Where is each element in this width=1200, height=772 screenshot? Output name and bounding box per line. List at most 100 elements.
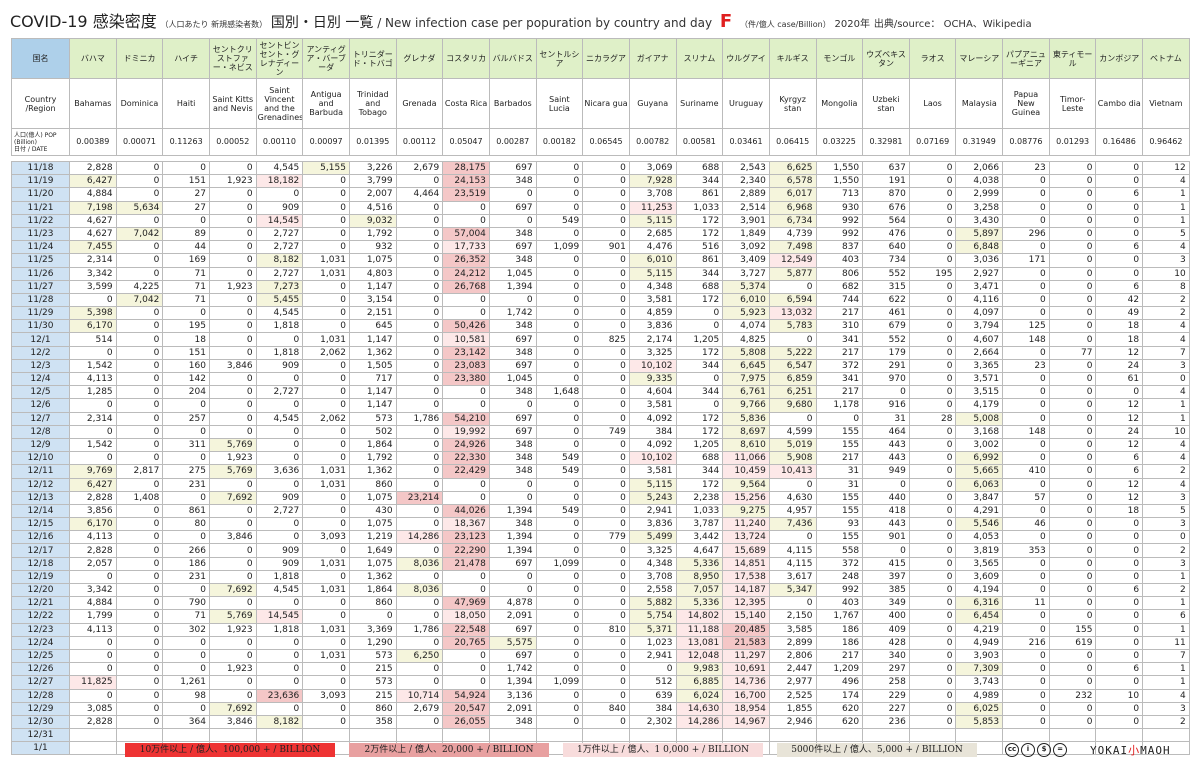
data-cell: 297 — [862, 662, 910, 677]
data-cell: 0 — [1002, 411, 1050, 426]
data-cell: 12 — [1095, 411, 1144, 426]
date-cell: 11/19 — [11, 174, 70, 189]
data-cell: 15,256 — [722, 490, 770, 505]
data-cell: 1,818 — [255, 569, 304, 585]
date-cell: 12/31 — [11, 728, 70, 743]
date-cell: 12/28 — [11, 688, 70, 703]
data-cell: 0 — [69, 648, 117, 664]
data-cell: 2,091 — [488, 609, 537, 624]
data-cell: 11,240 — [722, 517, 770, 532]
data-cell: 0 — [1048, 662, 1097, 677]
data-cell: 1,205 — [675, 332, 724, 347]
date-cell: 11/25 — [11, 253, 70, 268]
data-cell: 0 — [768, 530, 817, 545]
data-cell: 348 — [488, 714, 537, 730]
data-cell: 24,926 — [442, 437, 490, 453]
data-cell: 0 — [908, 464, 957, 479]
country-pop: 0.00112 — [395, 128, 444, 156]
data-cell: 0 — [302, 517, 350, 532]
data-cell: 4,092 — [628, 437, 677, 453]
data-cell: 1,075 — [348, 517, 397, 532]
date-cell: 12/23 — [11, 622, 70, 637]
data-cell: 1,219 — [348, 530, 397, 545]
data-cell: 0 — [908, 358, 957, 374]
data-cell: 0 — [302, 503, 350, 519]
header-row-jp: 国名 バハマ ドミニカ ハイチ セントクリストファー・ネビス セントビンセント・グレナディ… — [11, 38, 1190, 79]
data-cell: 0 — [908, 306, 957, 321]
data-cell: 364 — [162, 714, 210, 730]
data-cell: 0 — [908, 648, 957, 664]
date-cell: 12/7 — [11, 411, 70, 426]
data-cell: 6,010 — [628, 253, 677, 268]
data-cell: 3,819 — [955, 543, 1004, 558]
data-cell: 2,007 — [348, 187, 397, 202]
data-cell: 10 — [1142, 424, 1190, 439]
data-cell: 155 — [815, 437, 864, 453]
data-cell: 6,010 — [722, 292, 770, 308]
data-cell: 1,031 — [302, 582, 350, 598]
data-cell: 697 — [488, 424, 537, 439]
data-cell: 2,685 — [628, 226, 677, 242]
data-cell: 0 — [115, 596, 164, 611]
data-cell: 7,042 — [115, 292, 164, 308]
data-cell: 341 — [815, 332, 864, 347]
data-cell: 0 — [582, 213, 630, 228]
data-cell: 49 — [1095, 306, 1144, 321]
data-cell: 2 — [1142, 292, 1190, 308]
data-cell: 2,927 — [955, 266, 1004, 281]
data-cell: 10,581 — [442, 332, 490, 347]
data-cell: 0 — [302, 319, 350, 334]
table-row: 11/23 4,627 7,042 89 0 2,727 0 1,792 0 57,004 348 0… — [11, 226, 1190, 242]
data-cell: 4 — [1142, 240, 1190, 255]
data-cell: 195 — [908, 266, 957, 281]
data-cell: 1 — [1142, 200, 1190, 215]
data-cell: 1,031 — [302, 332, 350, 347]
data-cell: 0 — [115, 160, 164, 176]
data-cell: 0 — [115, 411, 164, 426]
data-cell: 0 — [908, 530, 957, 545]
data-cell: 227 — [862, 701, 910, 716]
data-cell: 0 — [115, 451, 164, 466]
data-cell: 172 — [675, 226, 724, 242]
data-cell: 12 — [1142, 160, 1190, 176]
data-cell: 6 — [1095, 451, 1144, 466]
data-cell: 3,409 — [722, 253, 770, 268]
data-cell: 0 — [208, 635, 257, 650]
data-cell: 0 — [115, 437, 164, 453]
country-name-en: Nicara gua — [582, 78, 630, 129]
data-cell: 0 — [1002, 437, 1050, 453]
data-cell: 0 — [395, 714, 444, 730]
data-cell: 0 — [115, 517, 164, 532]
data-cell: 22,548 — [442, 622, 490, 637]
data-cell: 0 — [1095, 596, 1144, 611]
data-cell: 1,031 — [302, 648, 350, 664]
data-cell: 0 — [208, 332, 257, 347]
data-cell: 2,091 — [488, 701, 537, 716]
data-cell: 5,836 — [722, 411, 770, 426]
country-name-en: Timor-Leste — [1048, 78, 1097, 129]
data-cell: 9,769 — [69, 464, 117, 479]
data-cell: 358 — [348, 714, 397, 730]
data-cell: 4,053 — [955, 530, 1004, 545]
title-main: COVID-19 感染密度 — [10, 12, 157, 31]
data-cell: 0 — [208, 226, 257, 242]
date-cell: 12/1 — [11, 332, 70, 347]
data-cell: 8,950 — [675, 569, 724, 585]
data-cell: 0 — [208, 200, 257, 215]
date-cell: 12/13 — [11, 490, 70, 505]
data-cell: 0 — [208, 213, 257, 228]
data-cell: 0 — [862, 477, 910, 492]
data-cell: 0 — [208, 187, 257, 202]
data-cell: 1,818 — [255, 319, 304, 334]
data-cell: 17,733 — [442, 240, 490, 255]
table-row: 11/18 2,828 0 0 0 4,545 5,155 3,226 2,679 28,175 6… — [11, 160, 1190, 176]
data-cell: 0 — [395, 226, 444, 242]
data-cell: 258 — [862, 675, 910, 690]
data-cell: 1,394 — [488, 503, 537, 519]
data-cell: 0 — [1002, 398, 1050, 413]
country-pop: 0.00071 — [115, 128, 164, 156]
data-cell: 0 — [208, 517, 257, 532]
data-cell: 0 — [908, 556, 957, 571]
data-cell: 3,430 — [955, 213, 1004, 228]
data-cell: 0 — [582, 279, 630, 294]
